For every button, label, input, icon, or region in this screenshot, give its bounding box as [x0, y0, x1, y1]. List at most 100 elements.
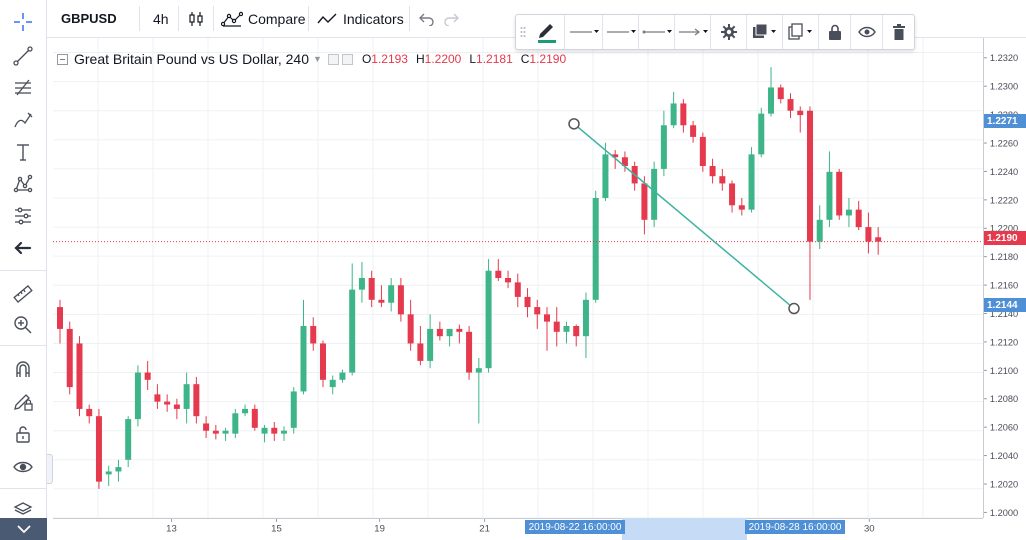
candle-body [86, 408, 93, 417]
candle-body [281, 430, 288, 434]
line-start-time-tag: 2019-08-22 16:00:00 [525, 520, 625, 534]
symbol-search[interactable]: GBPUSD [61, 11, 117, 26]
toolbar-divider [674, 15, 675, 49]
lock-icon[interactable] [7, 420, 39, 448]
candle-body [300, 326, 307, 392]
undo-icon[interactable] [419, 0, 435, 37]
candle-body [397, 285, 404, 315]
candle-body [806, 110, 813, 242]
price-tick-label: 1.2260 [990, 138, 1018, 148]
close-label: C [520, 52, 530, 66]
candle-body [475, 368, 482, 373]
measure-projection-icon[interactable] [7, 202, 39, 230]
candle-body [875, 237, 882, 242]
ruler-icon[interactable] [7, 280, 39, 308]
chart-type-button[interactable] [187, 0, 205, 37]
trash-icon[interactable] [884, 15, 914, 49]
candle-body [57, 307, 63, 329]
line-end-price-tag: 1.2144 [984, 298, 1026, 312]
candle-body [719, 176, 726, 184]
legend-remove-icon[interactable] [341, 53, 353, 65]
open-label: O [361, 52, 372, 66]
compare-label: Compare [248, 10, 306, 27]
layers-icon[interactable] [7, 495, 39, 523]
candle-body [758, 113, 765, 155]
candle-body [690, 125, 697, 137]
clone-icon[interactable] [784, 15, 818, 49]
pattern-icon[interactable] [7, 170, 39, 198]
brush-icon[interactable] [7, 106, 39, 134]
chevron-down-icon[interactable] [0, 518, 47, 540]
candle-body [144, 372, 151, 380]
drag-handle-icon[interactable] [516, 15, 530, 49]
candle-body [154, 394, 161, 402]
trend-line-icon[interactable] [7, 42, 39, 70]
candle-body [319, 343, 326, 380]
line-time-range-highlight [622, 518, 747, 540]
candle-body [680, 103, 687, 126]
price-tick-label: 1.2200 [990, 224, 1018, 234]
redo-icon[interactable] [443, 0, 459, 37]
candle-body [105, 471, 112, 475]
visual-order-icon[interactable] [748, 15, 782, 49]
line-end-icon[interactable] [676, 15, 710, 49]
compare-button[interactable]: Compare [221, 0, 306, 37]
candle-body [349, 289, 356, 373]
text-icon[interactable] [7, 138, 39, 166]
chart-legend: Great Britain Pound vs US Dollar, 240 ▼ … [57, 50, 566, 68]
candle-body [729, 183, 736, 206]
candle-body [232, 413, 239, 434]
zoom-in-icon[interactable] [7, 311, 39, 339]
legend-collapse-icon[interactable] [57, 53, 68, 65]
back-arrow-icon[interactable] [7, 234, 39, 262]
line-color-icon[interactable] [566, 15, 602, 49]
toolbar-divider [710, 15, 711, 49]
candle-body [261, 427, 268, 434]
legend-low: L1.2181 [469, 52, 512, 66]
toolbar-collapse-handle[interactable] [47, 454, 53, 484]
crosshair-icon[interactable] [7, 8, 39, 36]
legend-settings-icon[interactable] [327, 53, 339, 65]
eye-icon[interactable] [852, 15, 882, 49]
current-price-tag: 1.2190 [984, 231, 1026, 245]
high-label: H [415, 52, 425, 66]
chevron-down-icon[interactable]: ▼ [313, 54, 322, 64]
line-width-icon[interactable] [640, 15, 674, 49]
line-style-icon[interactable] [604, 15, 638, 49]
candle-body [612, 154, 619, 158]
toolbar-divider [0, 488, 47, 489]
left-drawing-toolbar [0, 0, 47, 540]
indicators-icon [317, 13, 337, 23]
low-value: 1.2181 [476, 52, 513, 66]
toolbar-divider [178, 6, 179, 31]
lock-pencil-icon[interactable] [7, 387, 39, 415]
candle-body [845, 209, 852, 216]
candle-body [456, 328, 463, 332]
settings-icon[interactable] [712, 15, 746, 49]
toolbar-divider [782, 15, 783, 49]
candles-icon [189, 11, 203, 26]
compare-icon [221, 11, 243, 27]
indicators-button[interactable]: Indicators [317, 0, 404, 37]
price-tick-label: 1.2240 [990, 167, 1018, 177]
price-axis[interactable]: 1.23201.23001.22801.22601.22401.22201.22… [983, 38, 1026, 518]
lock-icon[interactable] [820, 15, 850, 49]
candle-body [329, 379, 336, 388]
candle-body [115, 467, 122, 472]
price-tick-label: 1.2160 [990, 281, 1018, 291]
pen-color-icon[interactable] [532, 15, 562, 49]
candle-body [290, 391, 297, 428]
interval-button[interactable]: 4h [153, 10, 169, 27]
candle-body [378, 299, 385, 303]
price-tick-label: 1.2100 [990, 366, 1018, 376]
indicators-label: Indicators [343, 10, 404, 27]
fib-icon[interactable] [7, 74, 39, 102]
candle-body [865, 227, 872, 242]
candle-body [407, 314, 414, 344]
magnet-icon[interactable] [7, 355, 39, 383]
price-chart-canvas[interactable] [53, 38, 983, 518]
eye-icon[interactable] [7, 453, 39, 481]
candle-body [242, 408, 249, 414]
drawing-properties-toolbar [515, 14, 915, 50]
